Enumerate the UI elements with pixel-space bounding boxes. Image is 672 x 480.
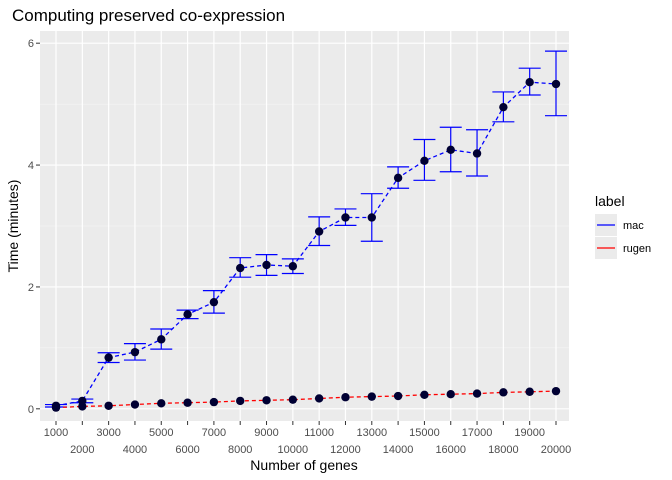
data-point-mac: [551, 79, 561, 89]
data-point-rugen: [525, 387, 534, 396]
x-tick-label: 8000: [228, 444, 252, 456]
y-axis-title: Time (minutes): [5, 180, 21, 273]
y-tick-label: 4: [28, 160, 34, 172]
data-point-mac: [183, 310, 192, 319]
x-tick-label: 11000: [304, 427, 334, 439]
y-tick-label: 2: [28, 282, 34, 294]
data-point-rugen: [393, 391, 403, 401]
x-tick-label: 15000: [409, 427, 440, 439]
data-point-mac: [367, 213, 376, 222]
x-tick-label: 7000: [202, 427, 226, 439]
data-point-rugen: [262, 396, 271, 405]
x-tick-label: 13000: [356, 427, 387, 439]
series-line-mac: [55, 81, 557, 407]
chart-title: Computing preserved co-expression: [12, 6, 285, 25]
x-tick-label: 1000: [44, 427, 68, 439]
data-point-mac: [288, 262, 298, 271]
data-point-mac: [499, 102, 508, 112]
data-point-rugen: [183, 398, 192, 407]
data-point-rugen: [157, 399, 166, 408]
data-point-rugen: [446, 389, 455, 399]
data-point-mac: [157, 335, 166, 344]
legend-title: label: [595, 193, 625, 209]
data-point-mac: [341, 213, 350, 222]
data-point-mac: [525, 77, 534, 87]
data-point-mac: [420, 156, 429, 165]
x-tick-label: 18000: [488, 444, 519, 456]
data-point-rugen: [341, 393, 350, 402]
data-points: [51, 77, 561, 412]
x-tick-label: 6000: [175, 444, 199, 456]
x-tick-label: 20000: [541, 444, 572, 456]
data-point-rugen: [367, 392, 376, 401]
data-point-mac: [209, 297, 219, 307]
data-point-rugen: [551, 386, 561, 396]
series-lines: [55, 81, 557, 409]
x-tick-label: 4000: [123, 444, 147, 456]
data-point-mac: [393, 173, 403, 183]
data-point-rugen: [104, 401, 113, 410]
x-tick-label: 16000: [435, 444, 466, 456]
data-point-rugen: [314, 394, 324, 403]
data-point-rugen: [288, 395, 298, 404]
data-point-mac: [130, 347, 140, 357]
x-tick-label: 17000: [462, 427, 493, 439]
data-point-mac: [104, 353, 113, 362]
x-tick-label: 9000: [254, 427, 278, 439]
x-tick-label: 3000: [96, 427, 120, 439]
y-tick-label: 6: [28, 38, 34, 50]
x-tick-label: 5000: [149, 427, 173, 439]
legend-label-rugen: rugen: [623, 243, 651, 255]
data-point-rugen: [130, 400, 140, 409]
x-tick-label: 10000: [278, 444, 309, 456]
series-line-rugen: [55, 390, 557, 409]
x-tick-label: 12000: [330, 444, 361, 456]
x-tick-label: 19000: [514, 427, 545, 439]
y-axis: 0 2 4 6: [28, 38, 40, 416]
data-point-mac: [236, 263, 245, 273]
data-point-rugen: [472, 389, 482, 398]
data-point-mac: [472, 149, 482, 158]
data-point-rugen: [78, 402, 87, 411]
x-axis: 1000200030004000500060007000800090001000…: [44, 421, 572, 456]
data-point-mac: [314, 227, 324, 236]
data-point-rugen: [209, 397, 219, 407]
data-point-mac: [262, 260, 271, 270]
x-tick-label: 14000: [383, 444, 414, 456]
data-point-rugen: [236, 396, 245, 406]
x-axis-title: Number of genes: [250, 457, 357, 473]
data-point-rugen: [51, 403, 61, 412]
data-point-rugen: [499, 388, 508, 397]
legend-label-mac: mac: [623, 220, 644, 232]
legend: label mac rugen: [595, 193, 651, 259]
y-tick-label: 0: [28, 404, 34, 416]
data-point-mac: [446, 145, 455, 155]
data-point-rugen: [420, 390, 429, 399]
x-tick-label: 2000: [70, 444, 94, 456]
